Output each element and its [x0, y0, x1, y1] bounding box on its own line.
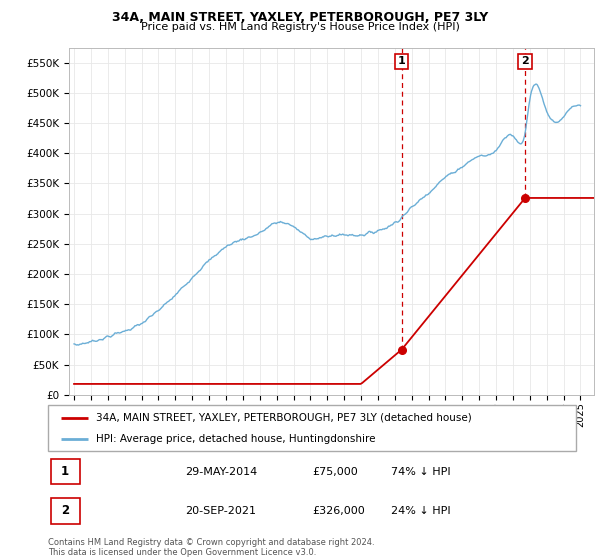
Text: £75,000: £75,000 — [312, 467, 358, 477]
Text: 74% ↓ HPI: 74% ↓ HPI — [391, 467, 451, 477]
Text: 34A, MAIN STREET, YAXLEY, PETERBOROUGH, PE7 3LY: 34A, MAIN STREET, YAXLEY, PETERBOROUGH, … — [112, 11, 488, 24]
Bar — [50, 459, 80, 484]
Text: 1: 1 — [398, 57, 406, 66]
Text: Price paid vs. HM Land Registry's House Price Index (HPI): Price paid vs. HM Land Registry's House … — [140, 22, 460, 32]
Text: 1: 1 — [61, 465, 69, 478]
Bar — [50, 498, 80, 524]
Text: 2: 2 — [521, 57, 529, 66]
Text: 34A, MAIN STREET, YAXLEY, PETERBOROUGH, PE7 3LY (detached house): 34A, MAIN STREET, YAXLEY, PETERBOROUGH, … — [95, 413, 471, 423]
Text: HPI: Average price, detached house, Huntingdonshire: HPI: Average price, detached house, Hunt… — [95, 435, 375, 444]
Text: 2: 2 — [61, 505, 69, 517]
Text: 24% ↓ HPI: 24% ↓ HPI — [391, 506, 451, 516]
Text: 20-SEP-2021: 20-SEP-2021 — [185, 506, 256, 516]
Text: 29-MAY-2014: 29-MAY-2014 — [185, 467, 257, 477]
Text: £326,000: £326,000 — [312, 506, 365, 516]
Text: Contains HM Land Registry data © Crown copyright and database right 2024.
This d: Contains HM Land Registry data © Crown c… — [48, 538, 374, 557]
